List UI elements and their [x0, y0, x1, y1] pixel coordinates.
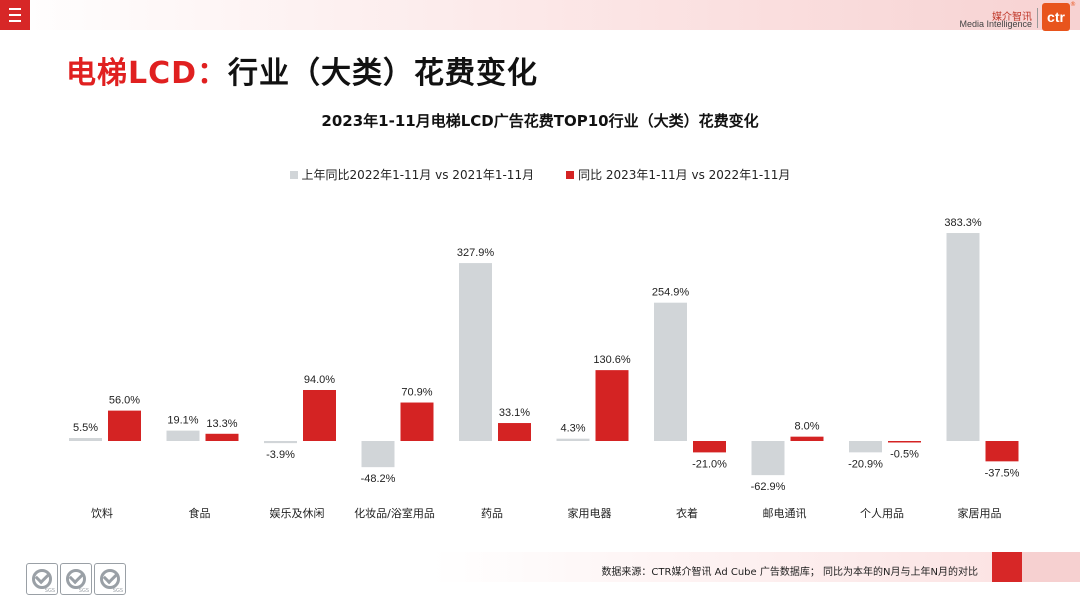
- data-label-curr-7: 8.0%: [794, 421, 819, 433]
- bar-curr-7: [790, 436, 824, 441]
- bar-curr-2: [303, 389, 336, 441]
- legend-swatch-curr: [566, 170, 575, 179]
- bar-curr-3: [400, 402, 434, 441]
- sgs-badge-icon: SGS: [26, 563, 58, 595]
- chart-legend: 上年同比2022年1-11月 vs 2021年1-11月 同比 2023年1-1…: [0, 166, 1080, 183]
- category-label-6: 衣着: [676, 506, 698, 520]
- legend-label-curr: 同比 2023年1-11月 vs 2022年1-11月: [578, 168, 791, 182]
- data-label-prev-4: 327.9%: [457, 247, 495, 259]
- category-label-4: 药品: [481, 507, 503, 520]
- bar-curr-1: [205, 433, 239, 441]
- bar-curr-4: [498, 423, 531, 441]
- certification-badges: SGS SGS SGS: [26, 563, 126, 595]
- page-title: 电梯LCD：行业（大类）花费变化: [66, 48, 538, 92]
- bar-prev-4: [459, 263, 492, 441]
- data-label-prev-7: -62.9%: [751, 481, 786, 493]
- page-title-highlight: 电梯LCD：: [66, 56, 229, 91]
- category-label-2: 娱乐及休闲: [270, 506, 325, 520]
- legend-swatch-prev: [289, 170, 298, 179]
- bar-prev-9: [946, 233, 980, 441]
- brand-name-en: Media Intelligence: [959, 19, 1032, 29]
- data-label-curr-3: 70.9%: [401, 387, 432, 399]
- data-label-curr-2: 94.0%: [304, 374, 335, 386]
- sgs-badge-icon: SGS: [94, 563, 126, 595]
- bar-prev-7: [751, 441, 785, 476]
- data-label-curr-4: 33.1%: [499, 407, 530, 419]
- bottom-band: [0, 552, 1080, 582]
- bar-curr-5: [595, 370, 629, 441]
- legend-label-prev: 上年同比2022年1-11月 vs 2021年1-11月: [301, 168, 535, 182]
- footer-accent-block: [992, 552, 1022, 582]
- legend-item-prev: 上年同比2022年1-11月 vs 2021年1-11月: [289, 166, 535, 183]
- bar-prev-8: [849, 441, 882, 453]
- category-label-8: 个人用品: [860, 507, 904, 520]
- menu-button[interactable]: [0, 0, 30, 30]
- data-label-prev-5: 4.3%: [560, 423, 585, 435]
- category-label-9: 家居用品: [958, 506, 1002, 520]
- bar-curr-9: [985, 441, 1019, 462]
- category-label-0: 饮料: [91, 506, 113, 520]
- footer-pink-block: [1022, 552, 1080, 582]
- category-label-1: 食品: [189, 506, 211, 520]
- data-label-prev-6: 254.9%: [652, 287, 690, 299]
- bar-prev-0: [69, 438, 102, 441]
- data-label-curr-1: 13.3%: [206, 418, 237, 430]
- bar-prev-6: [654, 302, 687, 441]
- ctr-logo: ctr: [1042, 3, 1070, 31]
- bar-prev-5: [556, 438, 590, 441]
- sgs-badge-icon: SGS: [60, 563, 92, 595]
- bar-prev-3: [361, 441, 395, 468]
- data-label-prev-3: -48.2%: [361, 473, 396, 485]
- data-label-prev-2: -3.9%: [266, 449, 295, 461]
- bar-prev-1: [166, 430, 200, 441]
- registered-mark: ®: [1070, 1, 1076, 8]
- menu-icon: [9, 6, 21, 24]
- data-label-curr-0: 56.0%: [109, 395, 140, 407]
- bar-curr-8: [888, 441, 921, 443]
- category-label-5: 家用电器: [568, 506, 612, 520]
- data-label-curr-5: 130.6%: [593, 354, 631, 366]
- bar-prev-2: [264, 441, 297, 444]
- chart-title: 2023年1-11月电梯LCD广告花费TOP10行业（大类）花费变化: [321, 112, 759, 130]
- brand-name-cn: 媒介智讯: [992, 12, 1032, 23]
- category-label-7: 邮电通讯: [763, 507, 807, 520]
- category-label-3: 化妆品/浴室用品: [354, 506, 435, 520]
- bar-curr-6: [693, 441, 726, 453]
- bar-curr-0: [108, 410, 141, 441]
- data-label-prev-0: 5.5%: [73, 422, 98, 434]
- legend-item-curr: 同比 2023年1-11月 vs 2022年1-11月: [566, 166, 790, 183]
- top-band: [0, 0, 1080, 30]
- data-label-curr-6: -21.0%: [692, 458, 727, 470]
- data-label-curr-8: -0.5%: [890, 449, 919, 461]
- page-title-rest: 行业（大类）花费变化: [228, 56, 539, 91]
- data-label-prev-8: -20.9%: [848, 458, 883, 470]
- data-label-curr-9: -37.5%: [985, 467, 1020, 479]
- data-label-prev-1: 19.1%: [167, 415, 198, 427]
- data-label-prev-9: 383.3%: [944, 217, 982, 229]
- data-source-note: 数据来源：CTR媒介智讯 Ad Cube 广告数据库； 同比为本年的N月与上年N…: [601, 567, 978, 578]
- brand-divider: [1037, 8, 1038, 28]
